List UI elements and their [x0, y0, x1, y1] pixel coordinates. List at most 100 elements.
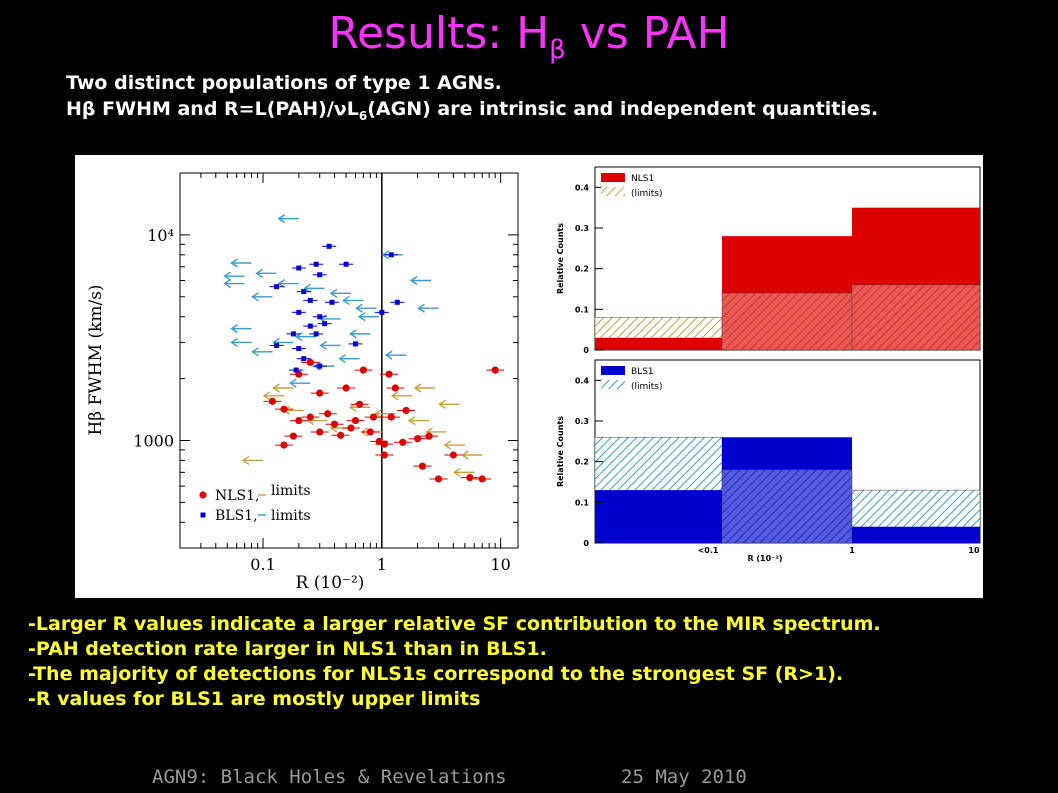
nls1-point	[280, 405, 288, 413]
nls1-point	[337, 431, 345, 439]
title-tail: vs PAH	[565, 8, 730, 59]
arrow-head	[443, 440, 452, 450]
subtitle-line-2: Hβ FWHM and R=L(PAH)/νL6(AGN) are intrin…	[66, 96, 878, 129]
upper-limit-arrow	[443, 440, 465, 450]
arrow-head	[357, 312, 366, 322]
hist-y-tick-label: 0.1	[575, 498, 590, 507]
arrow-head	[303, 283, 312, 293]
hist-x-tick-label: <0.1	[698, 546, 719, 555]
bls1-point	[293, 367, 299, 373]
x-tick-label: 0.1	[250, 555, 275, 574]
hist-y-tick-label: 0	[583, 539, 589, 548]
legend-nls1-marker	[199, 491, 207, 499]
nls1-limit-bar	[721, 292, 853, 351]
scatter-frame	[179, 172, 519, 549]
bls1-legend-limits: (limits)	[631, 382, 663, 392]
hist-y-tick-label: 0.2	[575, 458, 589, 467]
bullet-item: -Larger R values indicate a larger relat…	[28, 613, 881, 635]
nls1-point	[342, 384, 350, 392]
upper-limit-arrow	[319, 340, 341, 351]
title-subscript: β	[549, 34, 566, 65]
bls1-point	[296, 309, 302, 315]
bls1-point	[329, 299, 335, 305]
upper-limit-arrow	[349, 329, 371, 339]
footer-right: 25 May 2010	[621, 766, 747, 788]
arrow-head	[453, 467, 461, 477]
upper-limit-arrow	[251, 347, 273, 357]
upper-limit-arrow	[289, 378, 311, 388]
upper-limit-arrow	[303, 283, 325, 293]
nls1-point	[359, 366, 368, 374]
bls1-point	[274, 284, 280, 290]
arrow-head	[223, 278, 232, 289]
hist-y-tick-label: 0	[583, 346, 589, 355]
subtitle-mid: FWHM and R=L(PAH)/νL	[95, 98, 359, 120]
upper-limit-arrow	[390, 391, 413, 401]
nls1-point	[347, 424, 355, 432]
nls1-point	[466, 473, 474, 482]
arrow-head	[251, 347, 259, 357]
nls1-point	[380, 440, 388, 448]
histogram-figure: 0 0.1 0.2 0.3 0.4 Relative Counts NLS1 (limits)…	[545, 155, 983, 598]
arrow-head	[438, 399, 446, 409]
upper-limit-arrow	[230, 258, 252, 268]
legend-bls1-marker	[200, 512, 206, 518]
upper-limit-arrow	[241, 455, 264, 466]
nls1-point	[425, 432, 433, 440]
hist-y-tick-label: 0.1	[575, 305, 590, 314]
upper-limit-arrow	[277, 214, 299, 224]
upper-limit-arrow	[384, 350, 407, 360]
subtitle-sub6: 6	[358, 108, 368, 123]
upper-limit-arrow	[262, 391, 284, 401]
scatter-figure: 0.1 1 10 10⁴ 1000 R (10⁻²) Hβ FWHM (km/s) NL…	[75, 155, 545, 598]
hist-ylabel: Relative Counts	[556, 416, 565, 487]
arrow-head	[381, 250, 390, 260]
bls1-legend-hatch	[601, 380, 625, 389]
hist-y-tick-label: 0.4	[575, 183, 590, 192]
nls1-point	[387, 413, 395, 421]
bls1-point	[322, 321, 328, 327]
bls1-point	[343, 261, 349, 267]
x-tick-label: 1	[377, 555, 387, 574]
upper-limit-arrow	[251, 292, 273, 302]
arrow-head	[338, 354, 347, 364]
hist-x-tick-label: 1	[849, 546, 855, 555]
arrow-head	[355, 303, 363, 313]
title-text: Results: H	[328, 8, 550, 59]
bls1-point	[317, 272, 323, 278]
upper-limit-arrow	[417, 303, 439, 313]
nls1-point	[306, 413, 314, 421]
legend-nls1-label: NLS1,	[215, 488, 260, 504]
nls1-point	[434, 475, 443, 483]
bls1-point	[301, 356, 307, 362]
arrow-head	[241, 455, 250, 466]
nls1-point	[306, 358, 314, 366]
slide-subtitle: Two distinct populations of type 1 AGNs.…	[66, 70, 878, 129]
upper-limit-arrow	[272, 383, 294, 393]
bls1-point	[313, 261, 319, 267]
arrow-head	[262, 391, 271, 401]
arrow-head	[251, 292, 259, 302]
upper-limit-arrow	[329, 288, 351, 298]
nls1-point	[366, 428, 374, 436]
subtitle-end: (AGN) are intrinsic and independent quan…	[367, 98, 879, 120]
nls1-point	[418, 462, 427, 470]
subtitle-line-1: Two distinct populations of type 1 AGNs.	[66, 72, 502, 94]
bls1-detection-bar	[852, 526, 980, 543]
upper-limit-arrow	[438, 399, 460, 409]
arrow-head	[409, 275, 418, 286]
nls1-point	[491, 366, 499, 374]
arrow-head	[289, 378, 297, 388]
bullet-item: -PAH detection rate larger in NLS1 than …	[28, 638, 547, 660]
arrow-head	[407, 415, 416, 426]
subtitle-h: H	[66, 98, 82, 120]
nls1-limit-bar	[851, 284, 981, 351]
hist-y-tick-label: 0.4	[575, 376, 590, 385]
nls1-point	[330, 420, 339, 428]
histogram-panels: 0 0.1 0.2 0.3 0.4 Relative Counts NLS1 (limits)…	[556, 166, 981, 563]
footer: AGN9: Black Holes & Revelations 25 May 2…	[152, 766, 747, 788]
bls1-legend-swatch	[601, 366, 625, 375]
nls1-legend-label: NLS1	[631, 174, 654, 184]
nls1-point	[414, 435, 422, 443]
nls1-detection-bar	[595, 337, 722, 350]
